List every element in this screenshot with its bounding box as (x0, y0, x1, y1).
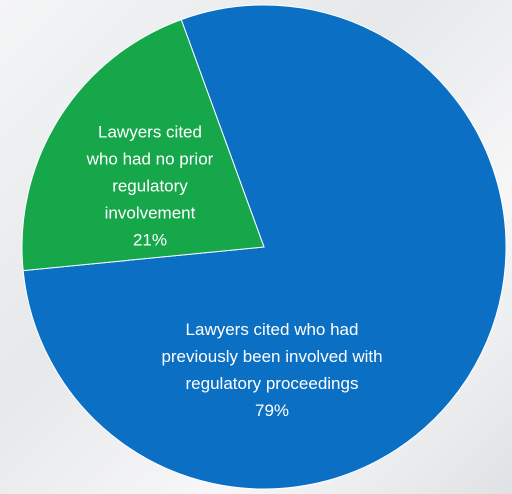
value-label: 21% (87, 227, 214, 254)
category-label: Lawyers cited who had no prior regulator… (87, 119, 214, 227)
slice-label: Lawyers cited who had no prior regulator… (87, 119, 214, 254)
slice-label: Lawyers cited who had previously been in… (161, 316, 382, 424)
category-label: Lawyers cited who had previously been in… (161, 316, 382, 397)
chart: Lawyers cited who had previously been in… (0, 0, 512, 494)
value-label: 79% (161, 397, 382, 424)
